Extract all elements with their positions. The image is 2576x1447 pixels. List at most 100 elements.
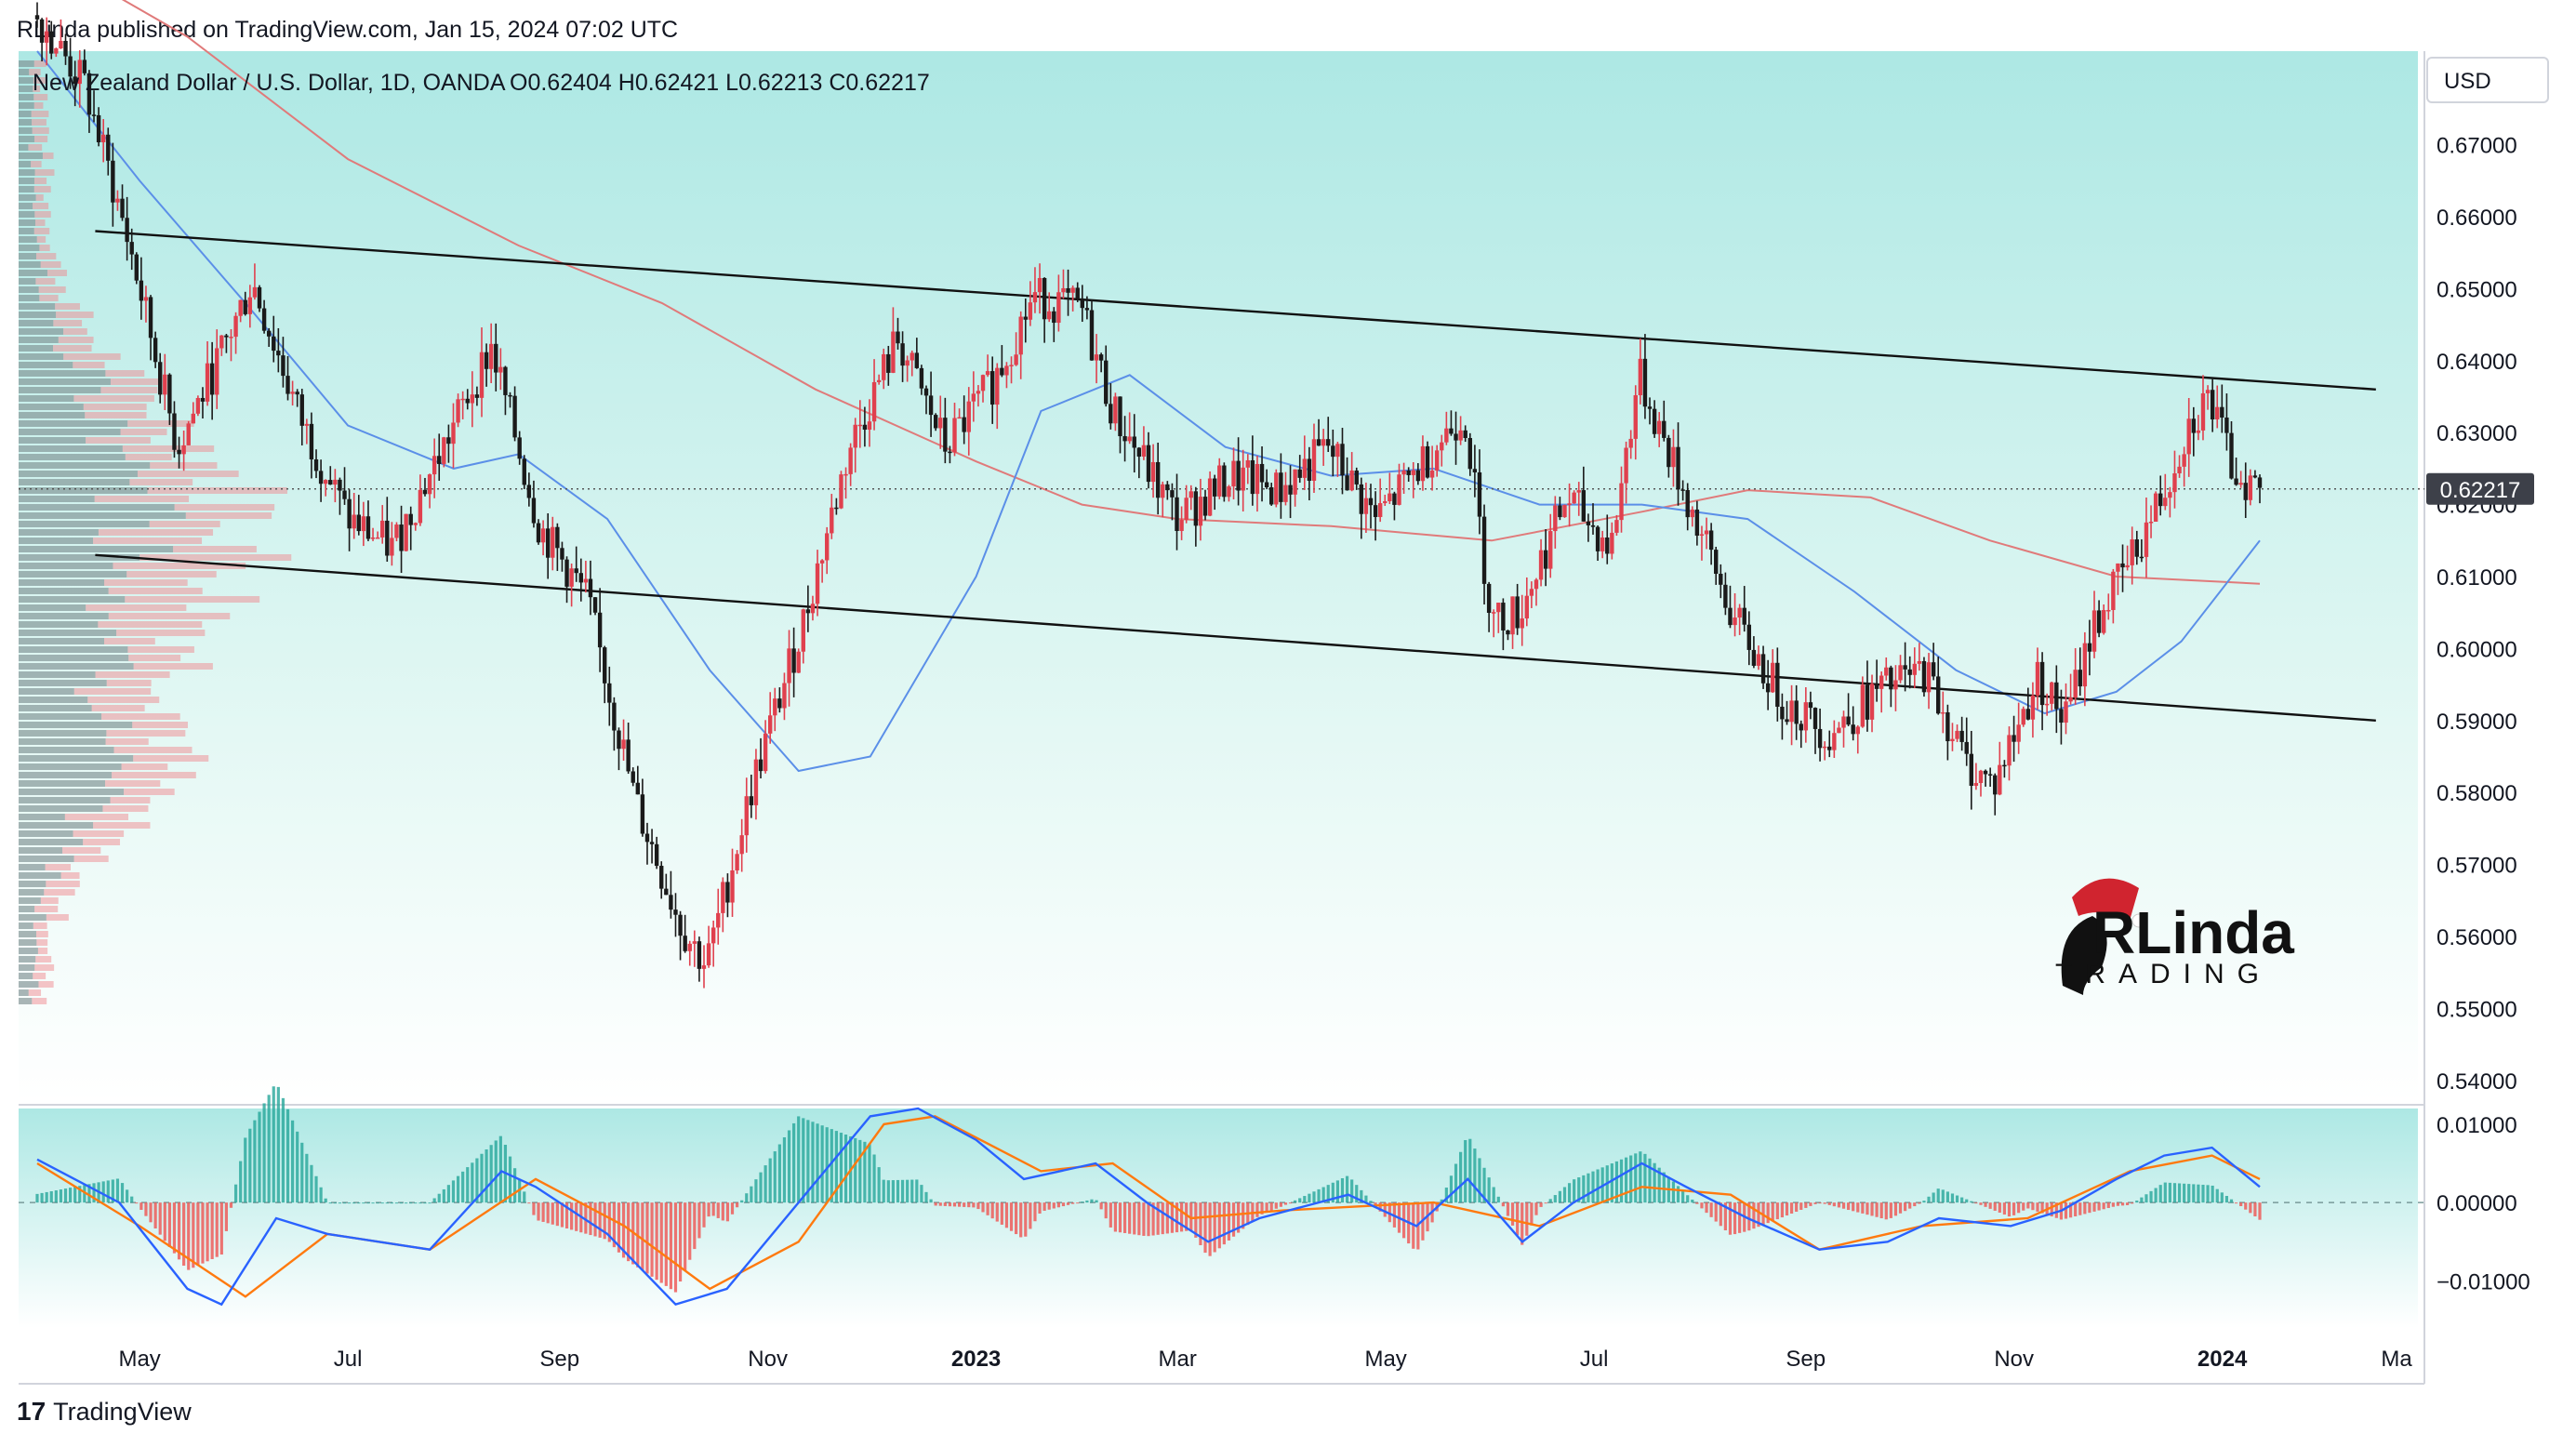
price-tick-label: 0.63000 xyxy=(2437,421,2517,446)
macd-histogram-bar xyxy=(163,1202,166,1241)
profile-bar-up xyxy=(36,236,46,243)
candle-body xyxy=(1983,770,1988,775)
macd-histogram-bar xyxy=(1288,1202,1293,1204)
macd-histogram-bar xyxy=(366,1202,370,1204)
macd-histogram-bar xyxy=(1468,1138,1472,1203)
macd-histogram-bar xyxy=(1265,1202,1268,1213)
macd-histogram-bar xyxy=(2197,1184,2200,1203)
macd-histogram-bar xyxy=(2088,1202,2091,1214)
candle-body xyxy=(1458,430,1463,441)
candle-body xyxy=(1628,438,1633,448)
macd-histogram-bar xyxy=(546,1202,550,1224)
candle-body xyxy=(910,352,914,361)
macd-histogram-bar xyxy=(900,1179,905,1203)
ma-fast-line xyxy=(36,50,2261,773)
macd-histogram-bar xyxy=(589,1202,592,1236)
macd-histogram-bar xyxy=(508,1156,512,1203)
macd-histogram-bar xyxy=(1052,1202,1056,1209)
macd-histogram-bar xyxy=(1993,1202,1997,1211)
macd-histogram-bar xyxy=(1510,1202,1515,1226)
candle-body xyxy=(484,352,489,369)
candle-body xyxy=(957,417,962,419)
profile-bar-up xyxy=(102,805,149,812)
profile-bar-down xyxy=(19,362,73,368)
candle-body xyxy=(862,424,868,431)
currency-button[interactable] xyxy=(2426,57,2549,103)
candle-body xyxy=(2168,492,2172,498)
candle-body xyxy=(181,445,186,455)
macd-histogram-bar xyxy=(1823,1202,1826,1204)
macd-histogram-bar xyxy=(1308,1193,1311,1203)
macd-histogram-bar xyxy=(1185,1202,1188,1231)
candle-body xyxy=(247,297,253,314)
candle-body xyxy=(763,733,768,772)
candle-body xyxy=(1676,446,1680,490)
macd-histogram-bar xyxy=(2249,1202,2252,1214)
candle-body xyxy=(347,498,352,529)
macd-histogram-bar xyxy=(418,1202,422,1204)
profile-bar-down xyxy=(19,429,121,435)
profile-bar-down xyxy=(19,194,36,201)
profile-bar-up xyxy=(112,772,196,778)
tradingview-brand: TradingView xyxy=(53,1397,192,1426)
candle-body xyxy=(134,254,139,281)
candle-body xyxy=(205,363,210,402)
candle-body xyxy=(120,198,125,219)
candle-body xyxy=(2050,682,2054,704)
macd-histogram-bar xyxy=(1785,1202,1789,1216)
macd-histogram-bar xyxy=(1203,1202,1207,1254)
macd-histogram-bar xyxy=(2140,1197,2144,1203)
candle-body xyxy=(1817,728,1823,749)
candle-body xyxy=(68,56,73,77)
candle-body xyxy=(1680,489,1685,491)
profile-bar-up xyxy=(110,378,159,385)
candles xyxy=(34,2,2263,989)
macd-histogram-bar xyxy=(1624,1157,1628,1203)
currency-label[interactable]: USD xyxy=(2444,69,2491,94)
candle-body xyxy=(758,759,764,772)
candle-body xyxy=(1127,436,1132,442)
candle-body xyxy=(63,40,68,57)
candle-body xyxy=(2177,466,2182,473)
last-price-label: 0.62217 xyxy=(2440,478,2521,503)
macd-histogram-bar xyxy=(924,1191,928,1203)
candle-body xyxy=(1808,702,1813,709)
macd-histogram-bar xyxy=(1109,1202,1112,1228)
macd-histogram-bar xyxy=(560,1202,564,1228)
macd-histogram-bar xyxy=(1274,1202,1278,1209)
profile-bar-down xyxy=(19,638,105,644)
candle-body xyxy=(1052,311,1056,324)
macd-histogram-bar xyxy=(1643,1153,1647,1203)
profile-bar-down xyxy=(19,186,34,192)
macd-histogram-bar xyxy=(688,1202,692,1260)
candle-body xyxy=(323,480,328,485)
candle-body xyxy=(1023,316,1028,320)
candle-body xyxy=(701,965,707,969)
candle-body xyxy=(1227,486,1231,498)
candle-body xyxy=(1302,458,1308,478)
macd-histogram-bar xyxy=(1095,1200,1098,1203)
candle-body xyxy=(1184,498,1188,521)
macd-histogram-bar xyxy=(1662,1172,1666,1203)
macd-histogram-bar xyxy=(1818,1202,1822,1204)
macd-histogram-bar xyxy=(1852,1202,1855,1212)
profile-bar-down xyxy=(19,797,111,803)
macd-histogram-bar xyxy=(1681,1190,1685,1203)
macd-tick-label: 0.01000 xyxy=(2437,1113,2517,1138)
profile-bar-down xyxy=(19,948,38,954)
macd-line xyxy=(36,1107,2261,1307)
candle-body xyxy=(503,366,508,395)
macd-histogram-bar xyxy=(1908,1202,1912,1209)
candle-body xyxy=(725,882,730,903)
candle-body xyxy=(569,568,574,587)
candle-body xyxy=(1392,493,1397,505)
profile-bar-up xyxy=(35,253,57,259)
candle-body xyxy=(498,366,503,373)
candle-body xyxy=(427,474,432,495)
macd-histogram-bar xyxy=(2050,1202,2053,1217)
macd-histogram-bar xyxy=(73,1187,77,1203)
macd-histogram-bar xyxy=(1979,1202,1983,1205)
candle-body xyxy=(1056,292,1061,324)
publisher-header: RLinda published on TradingView.com, Jan… xyxy=(17,17,679,43)
